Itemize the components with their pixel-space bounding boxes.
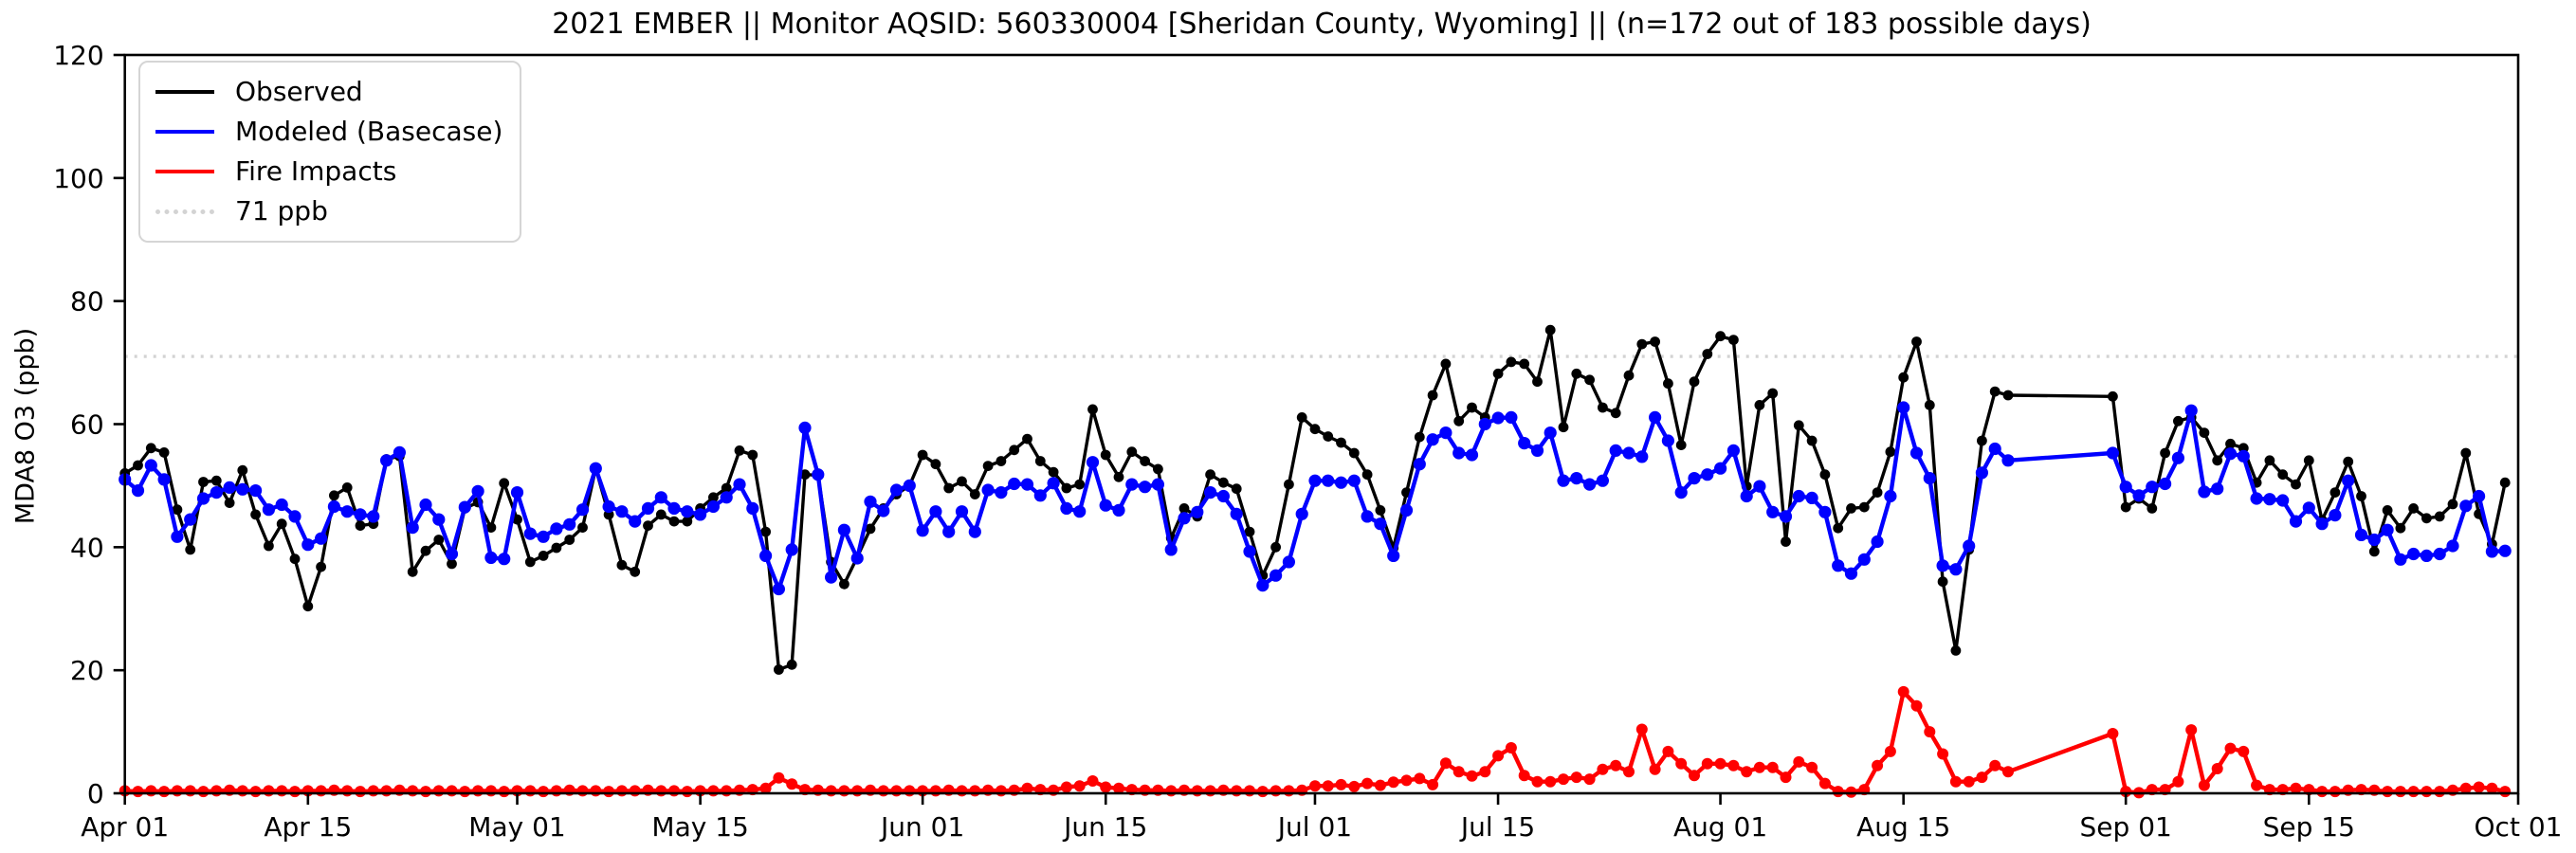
svg-text:May 15: May 15 — [651, 811, 748, 843]
svg-text:100: 100 — [53, 163, 103, 194]
svg-text:May 01: May 01 — [468, 811, 565, 843]
svg-text:Apr 15: Apr 15 — [264, 811, 352, 843]
threshold-swatch-icon — [155, 209, 214, 214]
y-axis-label: MDA8 O3 (ppb) — [10, 327, 41, 525]
legend-label: Observed — [235, 76, 363, 107]
legend-item-fire-impacts: Fire Impacts — [140, 152, 520, 191]
svg-text:Jun 01: Jun 01 — [879, 811, 964, 843]
svg-text:Oct 01: Oct 01 — [2475, 811, 2563, 843]
legend: Observed Modeled (Basecase) Fire Impacts 71… — [138, 61, 521, 243]
svg-text:20: 20 — [70, 655, 104, 686]
legend-label: Modeled (Basecase) — [235, 116, 503, 147]
svg-text:0: 0 — [87, 778, 104, 809]
x-axis: Apr 01 Apr 15 May 01 May 15 Jun 01 Jun 15 Jul … — [81, 793, 2562, 843]
legend-label: Fire Impacts — [235, 155, 397, 187]
legend-item-71-ppb: 71 ppb — [140, 191, 520, 231]
svg-text:Jun 15: Jun 15 — [1062, 811, 1147, 843]
svg-text:Sep 01: Sep 01 — [2080, 811, 2172, 843]
legend-item-modeled-basecase-: Modeled (Basecase) — [140, 112, 520, 152]
y-axis: 0 20 40 60 80 100 120 — [53, 40, 125, 809]
fire-impacts-line — [119, 685, 2512, 799]
observed-swatch-icon — [155, 90, 214, 94]
svg-text:120: 120 — [53, 40, 103, 71]
legend-item-observed: Observed — [140, 72, 520, 112]
fire-impacts-swatch-icon — [155, 170, 214, 173]
svg-text:Aug 01: Aug 01 — [1673, 811, 1767, 843]
modeled-basecase--swatch-icon — [155, 130, 214, 134]
svg-text:Aug 15: Aug 15 — [1856, 811, 1950, 843]
svg-text:40: 40 — [70, 532, 104, 563]
modeled-basecase--line — [119, 401, 2512, 596]
chart-title: 2021 EMBER || Monitor AQSID: 560330004 [… — [552, 8, 2092, 41]
svg-text:60: 60 — [70, 409, 104, 441]
svg-text:Jul 15: Jul 15 — [1459, 811, 1535, 843]
svg-text:80: 80 — [70, 286, 104, 318]
observed-line — [119, 324, 2511, 675]
legend-label: 71 ppb — [235, 195, 328, 227]
svg-text:Sep 15: Sep 15 — [2263, 811, 2355, 843]
svg-text:Jul 01: Jul 01 — [1276, 811, 1352, 843]
svg-text:Apr 01: Apr 01 — [81, 811, 169, 843]
